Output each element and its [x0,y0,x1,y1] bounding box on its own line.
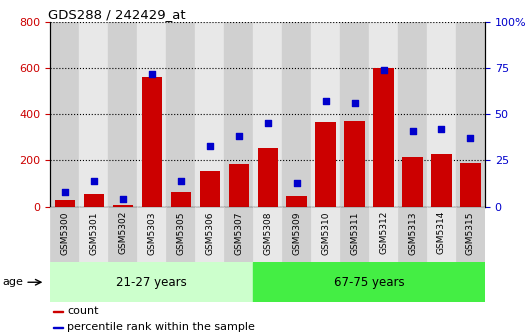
Point [263,121,272,126]
Point [408,128,417,133]
Bar [84,194,104,207]
Bar [311,22,340,207]
Point [234,134,243,139]
Point [350,100,359,106]
Bar [253,22,282,207]
Text: GSM5302: GSM5302 [118,211,127,254]
Point [437,126,446,132]
Text: GSM5312: GSM5312 [379,211,388,254]
Bar [54,327,63,328]
Bar [340,22,369,207]
Text: GSM5305: GSM5305 [176,211,185,255]
Bar [195,22,224,207]
Point [119,197,127,202]
Bar [340,207,369,262]
Bar [137,207,166,262]
Point [90,178,98,183]
Text: GSM5301: GSM5301 [90,211,98,255]
Bar [427,22,456,207]
Bar [282,207,311,262]
Point [147,71,156,76]
Point [321,99,330,104]
Text: GSM5309: GSM5309 [292,211,301,255]
Point [60,189,69,195]
Bar [282,22,311,207]
Point [466,135,475,141]
Text: count: count [67,306,99,317]
Bar [315,122,335,207]
Bar [113,206,133,207]
Bar [369,22,398,207]
Bar [253,262,485,302]
Bar [344,121,365,207]
Bar [108,207,137,262]
Text: GSM5314: GSM5314 [437,211,446,254]
Bar [253,207,282,262]
Text: GSM5313: GSM5313 [408,211,417,255]
Bar [50,22,80,207]
Text: GSM5311: GSM5311 [350,211,359,255]
Bar [224,22,253,207]
Bar [427,207,456,262]
Bar [108,22,137,207]
Bar [398,207,427,262]
Point [293,180,301,185]
Bar [461,163,481,207]
Bar [287,196,307,207]
Bar [54,311,63,312]
Bar [195,207,224,262]
Point [206,143,214,149]
Bar [80,207,108,262]
Text: GSM5300: GSM5300 [60,211,69,255]
Text: GDS288 / 242429_at: GDS288 / 242429_at [48,8,186,21]
Text: GSM5308: GSM5308 [263,211,272,255]
Bar [166,207,195,262]
Bar [200,171,220,207]
Text: GSM5303: GSM5303 [147,211,156,255]
Bar [224,207,253,262]
Bar [402,157,422,207]
Bar [50,207,80,262]
Text: 21-27 years: 21-27 years [117,276,187,289]
Bar [431,154,452,207]
Bar [456,22,485,207]
Point [379,67,388,73]
Bar [258,148,278,207]
Point [176,178,185,183]
Text: age: age [3,277,23,287]
Bar [171,192,191,207]
Bar [50,262,253,302]
Bar [228,164,249,207]
Bar [374,68,394,207]
Bar [55,200,75,207]
Text: percentile rank within the sample: percentile rank within the sample [67,322,255,332]
Bar [166,22,195,207]
Text: GSM5315: GSM5315 [466,211,475,255]
Bar [142,77,162,207]
Text: GSM5307: GSM5307 [234,211,243,255]
Bar [456,207,485,262]
Text: GSM5306: GSM5306 [205,211,214,255]
Text: GSM5310: GSM5310 [321,211,330,255]
Text: 67-75 years: 67-75 years [334,276,404,289]
Bar [398,22,427,207]
Bar [311,207,340,262]
Bar [137,22,166,207]
Bar [80,22,108,207]
Bar [369,207,398,262]
